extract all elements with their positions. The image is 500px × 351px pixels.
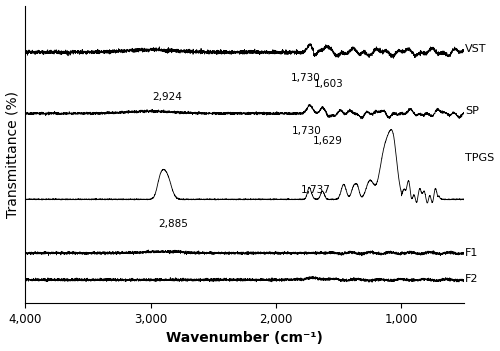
Text: TPGS: TPGS: [466, 153, 494, 163]
Text: 1,730: 1,730: [292, 126, 322, 136]
Text: 1,629: 1,629: [312, 137, 342, 146]
Y-axis label: Transmittance (%): Transmittance (%): [6, 91, 20, 218]
Text: 1,603: 1,603: [314, 79, 344, 88]
Text: 2,924: 2,924: [152, 92, 182, 102]
Text: SP: SP: [466, 106, 479, 116]
Text: VST: VST: [466, 44, 487, 54]
Text: 2,885: 2,885: [158, 219, 188, 230]
Text: 1,737: 1,737: [301, 185, 331, 195]
Text: 1,730: 1,730: [291, 73, 321, 83]
X-axis label: Wavenumber (cm⁻¹): Wavenumber (cm⁻¹): [166, 331, 323, 345]
Text: F2: F2: [466, 274, 479, 284]
Text: F1: F1: [466, 247, 478, 258]
